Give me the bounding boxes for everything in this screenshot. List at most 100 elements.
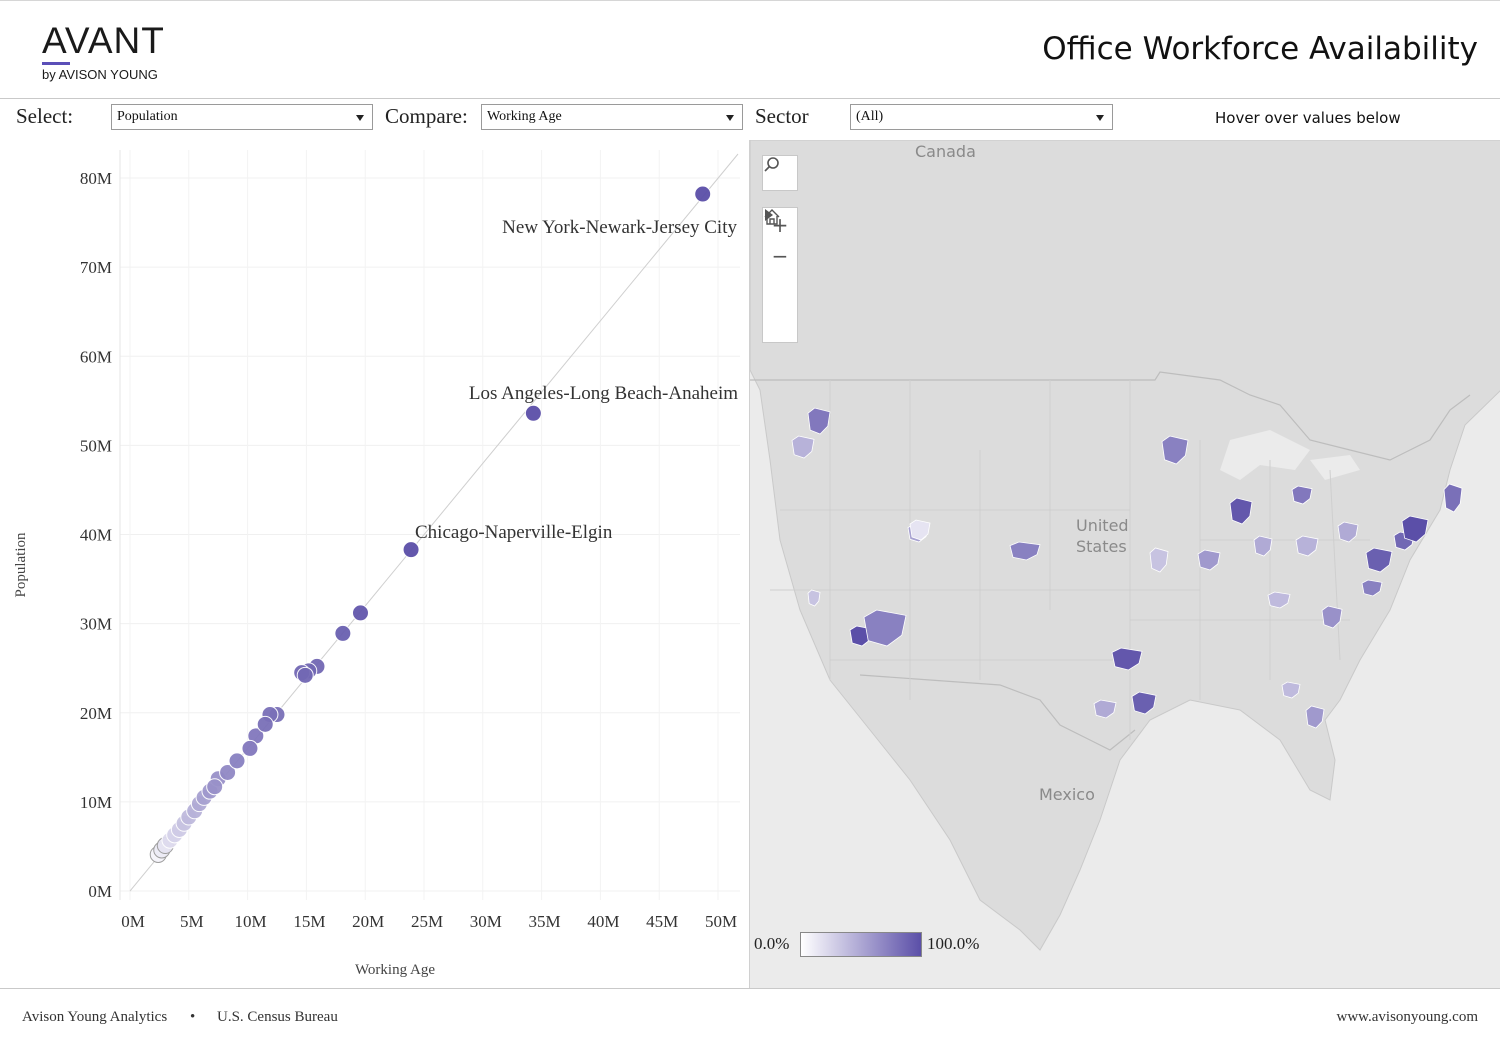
legend-min: 0.0% bbox=[754, 934, 790, 953]
y-tick-label: 60M bbox=[80, 347, 112, 366]
data-point[interactable] bbox=[219, 763, 237, 781]
search-icon bbox=[763, 156, 797, 186]
metro-region[interactable] bbox=[1093, 699, 1117, 719]
footer: Avison Young Analytics • U.S. Census Bur… bbox=[0, 988, 1500, 1047]
y-axis-title: Population bbox=[13, 532, 29, 598]
compare-dropdown[interactable]: Working Age bbox=[481, 104, 743, 130]
x-tick-label: 45M bbox=[646, 912, 678, 931]
metro-region[interactable] bbox=[1111, 647, 1143, 671]
metro-region[interactable] bbox=[807, 589, 821, 607]
legend-max: 100.0% bbox=[927, 934, 980, 953]
footer-website-link[interactable]: www.avisonyoung.com bbox=[1336, 1009, 1478, 1025]
map-canvas[interactable] bbox=[750, 140, 1500, 988]
data-point[interactable] bbox=[256, 715, 274, 733]
compare-label: Compare: bbox=[385, 104, 468, 128]
zoom-out-icon[interactable]: − bbox=[771, 244, 789, 268]
x-tick-label: 30M bbox=[470, 912, 502, 931]
x-tick-label: 35M bbox=[529, 912, 561, 931]
metro-region[interactable] bbox=[1365, 547, 1393, 573]
data-point[interactable] bbox=[402, 541, 420, 559]
metro-region[interactable] bbox=[1305, 705, 1325, 729]
map-label-united-states: United States bbox=[1076, 516, 1129, 556]
data-point[interactable] bbox=[296, 666, 314, 684]
data-point[interactable] bbox=[241, 739, 259, 757]
metro-region[interactable] bbox=[807, 407, 831, 435]
logo-byline: by AVISON YOUNG bbox=[42, 67, 158, 82]
metro-region[interactable] bbox=[1161, 435, 1189, 465]
great-lakes bbox=[1220, 430, 1360, 480]
data-point[interactable] bbox=[351, 604, 369, 622]
x-tick-label: 25M bbox=[411, 912, 443, 931]
x-tick-label: 15M bbox=[293, 912, 325, 931]
point-annotation: Chicago-Naperville-Elgin bbox=[415, 522, 613, 543]
hover-hint: Hover over values below bbox=[1215, 109, 1401, 127]
zoom-in-icon[interactable]: + bbox=[771, 213, 789, 237]
metro-region[interactable] bbox=[1149, 547, 1169, 573]
x-tick-label: 0M bbox=[121, 912, 145, 931]
metro-region[interactable] bbox=[1009, 541, 1041, 561]
metro-regions[interactable] bbox=[791, 407, 1463, 729]
logo-wordmark: AVANT bbox=[42, 20, 165, 61]
map-search-button[interactable] bbox=[762, 155, 798, 191]
map-label-mexico: Mexico bbox=[1039, 785, 1095, 804]
compare-value: Working Age bbox=[487, 109, 562, 124]
data-point[interactable] bbox=[334, 624, 352, 642]
x-tick-label: 40M bbox=[587, 912, 619, 931]
data-point[interactable] bbox=[228, 752, 246, 770]
mexico-border bbox=[859, 674, 1136, 751]
footer-source-2: U.S. Census Bureau bbox=[217, 1009, 338, 1025]
metro-region[interactable] bbox=[1267, 591, 1291, 609]
sector-dropdown[interactable]: (All) bbox=[850, 104, 1113, 130]
metro-region[interactable] bbox=[1131, 691, 1157, 715]
avant-logo: AVANT by AVISON YOUNG bbox=[42, 21, 165, 82]
metro-region[interactable] bbox=[1253, 535, 1273, 557]
metro-region[interactable] bbox=[1291, 485, 1313, 505]
select-dropdown[interactable]: Population bbox=[111, 104, 373, 130]
canada-border bbox=[750, 371, 1471, 461]
metro-region[interactable] bbox=[791, 435, 815, 459]
metro-region[interactable] bbox=[1197, 549, 1221, 571]
home-icon[interactable] bbox=[763, 209, 797, 304]
legend-gradient bbox=[800, 932, 922, 957]
north-america-land bbox=[750, 140, 1500, 951]
map-label-canada: Canada bbox=[915, 142, 976, 161]
footer-source-1: Avison Young Analytics bbox=[22, 1009, 168, 1025]
data-point[interactable] bbox=[524, 404, 542, 422]
caret-down-icon bbox=[356, 115, 364, 121]
metro-region[interactable] bbox=[909, 519, 931, 541]
page-title: Office Workforce Availability bbox=[1042, 31, 1478, 67]
metro-region[interactable] bbox=[863, 609, 907, 647]
y-tick-label: 10M bbox=[80, 793, 112, 812]
caret-down-icon bbox=[1096, 115, 1104, 121]
metro-region[interactable] bbox=[1295, 535, 1319, 557]
footer-separator: • bbox=[190, 1009, 196, 1025]
metro-region[interactable] bbox=[1337, 521, 1359, 543]
x-tick-label: 5M bbox=[180, 912, 204, 931]
x-tick-label: 10M bbox=[235, 912, 267, 931]
logo-accent-bar bbox=[42, 62, 70, 65]
metro-region[interactable] bbox=[1401, 515, 1429, 543]
metro-region[interactable] bbox=[1281, 681, 1301, 699]
x-tick-label: 50M bbox=[705, 912, 737, 931]
metro-region[interactable] bbox=[1321, 605, 1343, 629]
state-borders bbox=[770, 380, 1370, 740]
select-label: Select: bbox=[16, 104, 74, 128]
point-annotation: New York-Newark-Jersey City bbox=[502, 217, 737, 238]
x-tick-label: 20M bbox=[352, 912, 384, 931]
y-tick-label: 40M bbox=[80, 526, 112, 545]
color-legend: 0.0% 100.0% bbox=[749, 928, 1049, 964]
map-zoom-controls: + − bbox=[762, 207, 798, 343]
metro-region[interactable] bbox=[1229, 497, 1253, 525]
y-tick-label: 0M bbox=[88, 882, 112, 901]
sector-value: (All) bbox=[856, 109, 884, 124]
sector-label: Sector bbox=[755, 104, 809, 128]
expand-arrow-icon[interactable] bbox=[763, 209, 797, 340]
metro-region[interactable] bbox=[1361, 579, 1383, 597]
point-annotation: Los Angeles-Long Beach-Anaheim bbox=[469, 383, 738, 404]
metro-region[interactable] bbox=[1443, 483, 1463, 513]
metro-map[interactable]: Canada United States Mexico + − bbox=[749, 140, 1500, 988]
data-point[interactable] bbox=[206, 778, 224, 796]
x-axis-title: Working Age bbox=[355, 962, 435, 978]
data-point[interactable] bbox=[694, 185, 712, 203]
y-tick-label: 20M bbox=[80, 704, 112, 723]
